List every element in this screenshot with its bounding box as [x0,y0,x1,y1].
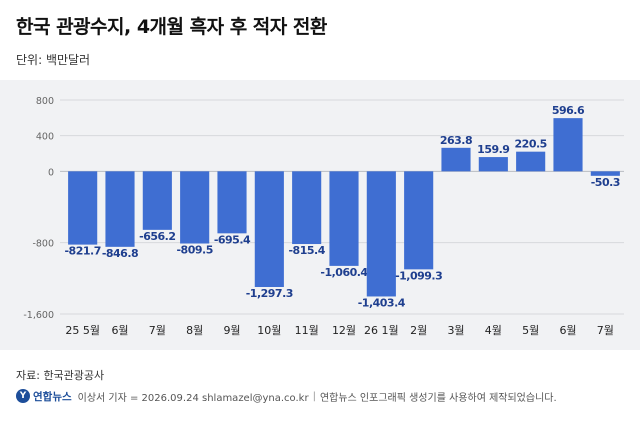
x-tick-label: 26 1월 [364,324,399,337]
bar [478,157,508,172]
data-label: -50.3 [591,176,620,189]
data-label: -695.4 [214,233,251,246]
bar [180,171,210,244]
data-label: 263.8 [440,134,472,147]
source-text: 자료: 한국관광공사 [16,369,105,382]
logo-text: 연합뉴스 [33,390,72,403]
yonhap-logo-icon: Y [16,389,30,403]
footer-credit: Y 연합뉴스 이상서 기자 = 2026.09.24 shlamazel@yna… [16,388,557,404]
data-label: -815.4 [288,244,325,257]
bar [292,171,322,245]
data-label: 596.6 [552,104,585,117]
bar [217,171,247,234]
bar [254,171,284,288]
chart-panel: 800 400 0 -800 -1,600 -821.7 25 5월 -846.8 6월 -656… [0,80,640,350]
x-tick-label: 7월 [149,324,166,337]
unit-label: 단위: 백만달러 [16,53,91,67]
data-label: -656.2 [139,230,175,243]
x-tick-label: 25 5월 [65,324,100,337]
data-label: -1,060.4 [320,266,368,279]
y-tick-label: -1,600 [23,310,54,321]
x-tick-label: 8월 [186,324,203,337]
bar [142,171,172,230]
x-tick-label: 11월 [295,324,319,337]
bar [590,171,620,176]
x-tick-label: 2월 [410,324,427,337]
data-label: -1,099.3 [395,269,442,282]
bar [516,151,546,172]
data-label: -846.8 [102,247,138,260]
y-tick-label: 800 [36,96,54,107]
x-tick-label: 12월 [332,324,356,337]
y-tick-label: -800 [32,239,54,250]
data-label: -809.5 [176,244,212,257]
bar [553,118,583,172]
bar [404,171,434,270]
bar [441,147,471,172]
bar [68,171,98,245]
x-tick-label: 6월 [559,324,576,337]
x-tick-label: 10월 [257,324,281,337]
x-tick-label: 6월 [111,324,128,337]
bar [329,171,359,266]
x-tick-label: 5월 [522,324,539,337]
bar [105,171,135,247]
data-label: 159.9 [477,143,509,156]
data-label: 220.5 [515,138,547,151]
credit-text: 이상서 기자 = 2026.09.24 shlamazel@yna.co.kr [77,392,309,404]
y-tick-label: 400 [36,132,54,143]
bar-chart: 800 400 0 -800 -1,600 -821.7 25 5월 -846.8 6월 -656… [23,96,624,337]
footer-divider: | [312,390,316,402]
data-label: -1,297.3 [246,287,293,300]
y-tick-label: 0 [48,167,54,178]
notice-text: 연합뉴스 인포그래픽 생성기를 사용하여 제작되었습니다. [319,392,557,404]
x-tick-label: 3월 [447,324,464,337]
x-tick-label: 9월 [223,324,240,337]
x-tick-label: 4월 [485,324,502,337]
x-tick-label: 7월 [597,324,614,337]
chart-title: 한국 관광수지, 4개월 흑자 후 적자 전환 [16,16,327,38]
bar [366,171,396,297]
data-label: -821.7 [64,245,100,258]
data-label: -1,403.4 [358,296,406,309]
